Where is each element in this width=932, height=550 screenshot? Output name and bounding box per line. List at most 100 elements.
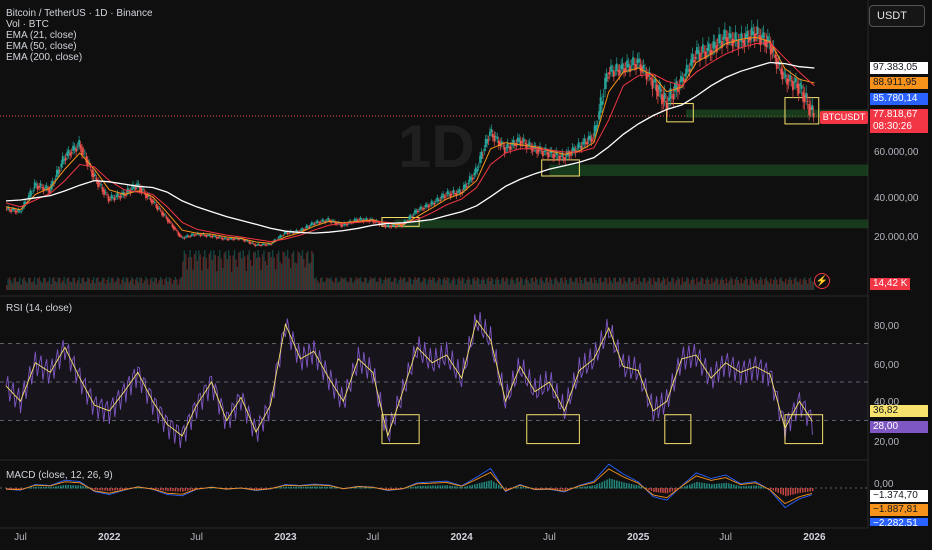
candle-body: [162, 213, 165, 216]
candle-body: [14, 210, 17, 213]
volume-bar: [719, 279, 722, 290]
candle-body: [780, 68, 783, 75]
macd-histogram-bar: [99, 488, 101, 491]
candle-body: [327, 218, 330, 221]
volume-bar: [180, 277, 183, 290]
volume-bar: [553, 278, 556, 290]
volume-bar: [641, 282, 643, 290]
volume-bar: [48, 277, 51, 290]
volume-bar: [173, 279, 175, 290]
legend-ema21[interactable]: EMA (21, close): [6, 30, 77, 41]
candle-body: [401, 225, 403, 227]
macd-histogram-bar: [27, 487, 30, 489]
macd-histogram-bar: [593, 485, 596, 489]
candle-body: [669, 87, 672, 99]
volume-bar: [693, 279, 695, 290]
candle-body: [302, 229, 305, 231]
candle-body: [97, 180, 99, 187]
candle-body: [406, 220, 409, 222]
volume-bar: [574, 277, 577, 290]
volume-bar: [368, 280, 370, 290]
macd-histogram-bar: [328, 486, 331, 489]
candle-body: [467, 182, 470, 184]
volume-bar: [627, 277, 630, 290]
volume-bar: [223, 253, 225, 290]
legend-ema50[interactable]: EMA (50, close): [6, 41, 77, 52]
volume-bar: [445, 280, 447, 290]
volume-bar: [375, 281, 378, 290]
rsi-label[interactable]: RSI (14, close): [6, 303, 73, 314]
macd-histogram-bar: [182, 488, 184, 492]
macd-histogram-bar: [135, 487, 138, 489]
macd-histogram-bar: [42, 486, 45, 489]
volume-badge: 14,42 K: [870, 278, 910, 290]
volume-bar: [327, 278, 329, 290]
symbol-title[interactable]: Bitcoin / TetherUS · 1D · Binance: [6, 8, 153, 19]
price-badge-ema50: 85.780,14: [870, 93, 928, 105]
candle-body: [54, 178, 57, 181]
candle-body: [470, 177, 473, 180]
candle-body: [570, 153, 573, 155]
candle-body: [389, 226, 391, 228]
price-badge-last: 77.818,67: [870, 109, 928, 121]
candle-body: [765, 40, 768, 47]
macd-histogram-bar: [387, 488, 390, 490]
macd-histogram-bar: [350, 487, 353, 489]
macd-histogram-bar: [750, 485, 753, 489]
volume-bar: [484, 284, 487, 290]
macd-histogram-bar: [618, 481, 620, 489]
volume-bar: [32, 281, 34, 290]
candle-body: [421, 208, 424, 210]
volume-bar: [6, 285, 8, 290]
candle-body: [81, 147, 83, 155]
candle-body: [642, 65, 645, 69]
candle-body: [636, 59, 639, 64]
candle-body: [690, 59, 693, 66]
volume-bar: [380, 278, 382, 290]
volume-bar: [313, 278, 316, 290]
volume-bar: [75, 283, 77, 290]
volume-bar: [611, 283, 614, 290]
candle-body: [731, 38, 734, 47]
candle-body: [174, 228, 177, 230]
volume-bar: [767, 280, 769, 290]
macd-histogram-bar: [603, 480, 606, 489]
candle-body: [137, 183, 140, 186]
candle-body: [79, 144, 82, 149]
volume-bar: [143, 280, 146, 290]
volume-bar: [282, 251, 284, 290]
macd-histogram-bar: [251, 488, 253, 490]
legend-ema200[interactable]: EMA (200, close): [6, 52, 83, 63]
candle-body: [318, 222, 321, 224]
volume-bar: [671, 277, 673, 290]
candle-body: [531, 147, 534, 152]
macd-label[interactable]: MACD (close, 12, 26, 9): [6, 470, 113, 481]
volume-bar: [639, 281, 642, 290]
currency-selector[interactable]: USDT: [869, 5, 925, 27]
macd-histogram-bar: [355, 487, 358, 489]
volume-bar: [442, 279, 444, 290]
lightning-icon[interactable]: ⚡: [814, 273, 830, 289]
volume-bar: [731, 278, 733, 290]
volume-bar: [492, 278, 494, 290]
legend-volume[interactable]: Vol · BTC: [6, 19, 49, 30]
volume-bar: [202, 256, 205, 290]
volume-bar: [655, 282, 658, 290]
volume-bar: [318, 282, 320, 290]
volume-bar: [501, 278, 503, 290]
candle-body: [549, 150, 552, 153]
candle-body: [356, 220, 359, 222]
macd-histogram-bar: [770, 488, 772, 490]
macd-histogram-bar: [304, 486, 307, 489]
candle-body: [697, 50, 700, 54]
macd-histogram-bar: [688, 484, 691, 489]
candle-body: [621, 63, 624, 70]
macd-histogram-bar: [728, 483, 730, 489]
candle-body: [113, 197, 116, 201]
macd-histogram-bar: [292, 486, 295, 489]
candle-body: [189, 236, 192, 237]
macd-histogram-bar: [738, 485, 740, 489]
volume-bar: [19, 277, 21, 290]
macd-histogram-bar: [429, 485, 432, 489]
time-axis-label: Jul: [366, 532, 380, 543]
